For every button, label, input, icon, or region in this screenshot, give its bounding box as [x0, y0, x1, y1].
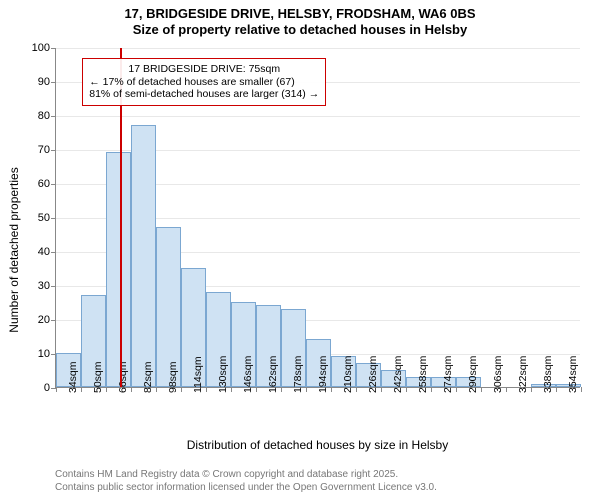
histogram-bar: [131, 125, 156, 387]
ytick-label: 40: [38, 246, 56, 258]
xtick-mark: [306, 387, 307, 392]
xtick-label: 66sqm: [117, 361, 129, 393]
xtick-label: 258sqm: [417, 356, 429, 393]
title-line-2: Size of property relative to detached ho…: [0, 22, 600, 38]
xtick-mark: [331, 387, 332, 392]
attribution-line-2: Contains public sector information licen…: [55, 482, 437, 495]
xtick-label: 178sqm: [292, 356, 304, 393]
attribution-line-1: Contains HM Land Registry data © Crown c…: [55, 469, 437, 482]
xtick-label: 130sqm: [217, 356, 229, 393]
xtick-label: 82sqm: [142, 361, 154, 393]
attribution-text: Contains HM Land Registry data © Crown c…: [55, 469, 437, 494]
xtick-mark: [481, 387, 482, 392]
xtick-mark: [406, 387, 407, 392]
xtick-mark: [381, 387, 382, 392]
histogram-bar: [106, 152, 131, 387]
xtick-mark: [206, 387, 207, 392]
annotation-box: 17 BRIDGESIDE DRIVE: 75sqm← 17% of detac…: [82, 58, 326, 106]
x-axis-label: Distribution of detached houses by size …: [55, 438, 580, 452]
ytick-label: 20: [38, 314, 56, 326]
xtick-label: 242sqm: [392, 356, 404, 393]
xtick-mark: [556, 387, 557, 392]
xtick-label: 98sqm: [167, 361, 179, 393]
xtick-mark: [506, 387, 507, 392]
xtick-label: 162sqm: [267, 356, 279, 393]
ytick-label: 70: [38, 144, 56, 156]
xtick-label: 50sqm: [92, 361, 104, 393]
xtick-label: 146sqm: [242, 356, 254, 393]
ytick-label: 10: [38, 348, 56, 360]
y-axis-label-wrap: Number of detached properties: [0, 0, 20, 500]
xtick-label: 194sqm: [317, 356, 329, 393]
title-line-1: 17, BRIDGESIDE DRIVE, HELSBY, FRODSHAM, …: [0, 6, 600, 22]
xtick-label: 274sqm: [442, 356, 454, 393]
xtick-mark: [356, 387, 357, 392]
annotation-line: 81% of semi-detached houses are larger (…: [89, 88, 319, 101]
xtick-label: 322sqm: [517, 356, 529, 393]
gridline: [56, 48, 580, 49]
xtick-mark: [181, 387, 182, 392]
xtick-mark: [56, 387, 57, 392]
annotation-line: 17 BRIDGESIDE DRIVE: 75sqm: [89, 63, 319, 76]
xtick-label: 354sqm: [567, 356, 579, 393]
xtick-label: 114sqm: [192, 356, 204, 393]
annotation-line: ← 17% of detached houses are smaller (67…: [89, 76, 319, 89]
xtick-mark: [431, 387, 432, 392]
xtick-label: 210sqm: [342, 356, 354, 393]
xtick-label: 226sqm: [367, 356, 379, 393]
ytick-label: 80: [38, 110, 56, 122]
xtick-label: 34sqm: [67, 361, 79, 393]
xtick-mark: [581, 387, 582, 392]
plot-area: 010203040506070809010034sqm50sqm66sqm82s…: [55, 48, 580, 388]
xtick-mark: [131, 387, 132, 392]
ytick-label: 0: [44, 382, 56, 394]
xtick-mark: [156, 387, 157, 392]
y-axis-label: Number of detached properties: [7, 167, 21, 332]
xtick-mark: [456, 387, 457, 392]
ytick-label: 100: [32, 42, 56, 54]
xtick-label: 338sqm: [542, 356, 554, 393]
gridline: [56, 116, 580, 117]
xtick-label: 290sqm: [467, 356, 479, 393]
ytick-label: 90: [38, 76, 56, 88]
xtick-label: 306sqm: [492, 356, 504, 393]
ytick-label: 50: [38, 212, 56, 224]
xtick-mark: [231, 387, 232, 392]
xtick-mark: [106, 387, 107, 392]
xtick-mark: [81, 387, 82, 392]
chart-title: 17, BRIDGESIDE DRIVE, HELSBY, FRODSHAM, …: [0, 6, 600, 39]
ytick-label: 30: [38, 280, 56, 292]
ytick-label: 60: [38, 178, 56, 190]
xtick-mark: [256, 387, 257, 392]
xtick-mark: [281, 387, 282, 392]
xtick-mark: [531, 387, 532, 392]
chart-container: 17, BRIDGESIDE DRIVE, HELSBY, FRODSHAM, …: [0, 0, 600, 500]
